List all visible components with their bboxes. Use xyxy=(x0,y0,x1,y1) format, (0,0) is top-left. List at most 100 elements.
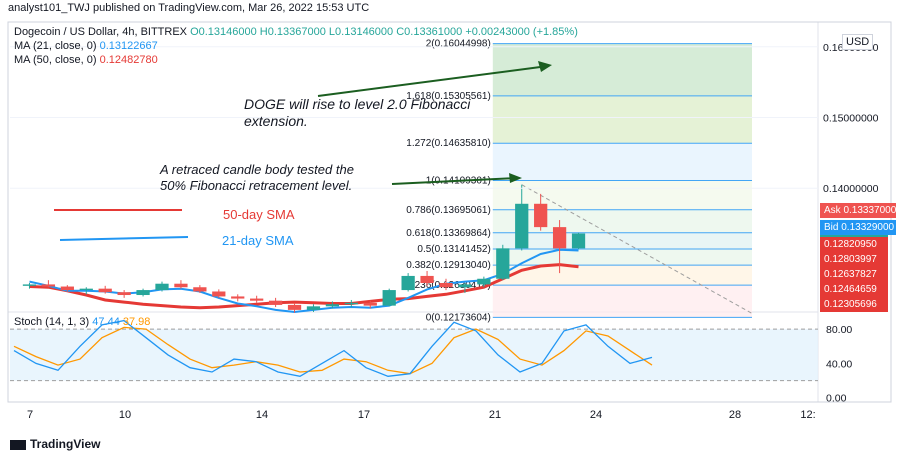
candle-body xyxy=(420,275,434,283)
candle-body xyxy=(363,302,377,306)
symbol-line: Dogecoin / US Dollar, 4h, BITTREX O0.131… xyxy=(14,26,578,38)
candle xyxy=(98,285,112,294)
stoch-d-value: 37.98 xyxy=(122,316,151,328)
doge-note: DOGE will rise to level 2.0 Fibonacci ex… xyxy=(244,96,471,129)
candle xyxy=(155,281,169,292)
candle xyxy=(344,299,358,308)
fib-label: 0(0.12173604) xyxy=(426,312,491,323)
candle xyxy=(325,301,340,309)
candle xyxy=(250,295,264,303)
candle-body xyxy=(344,302,358,305)
candle xyxy=(287,302,302,313)
annotation-arrows xyxy=(54,61,552,241)
candle xyxy=(231,294,245,302)
candle xyxy=(477,276,491,288)
publisher-line: analyst101_TWJ published on TradingView.… xyxy=(8,2,370,14)
candle xyxy=(79,287,93,295)
sma21-label: 21-day SMA xyxy=(222,233,294,248)
candle-body xyxy=(174,283,188,288)
candle xyxy=(515,184,529,251)
candle-body xyxy=(552,227,567,249)
stoch-tick-label: 80.00 xyxy=(826,324,852,336)
fib-zone xyxy=(492,285,752,318)
fib-label: 2(0.16044998) xyxy=(426,39,491,50)
fib-zone xyxy=(492,95,752,144)
time-axis: 7 10 14 17 21 24 28 12: xyxy=(27,409,816,421)
stoch-k-value: 47.44 xyxy=(92,316,120,328)
doge-arrowhead xyxy=(538,61,552,72)
sma21-marker-line xyxy=(59,236,189,241)
time-tick-label: 7 xyxy=(27,409,33,421)
candle-body xyxy=(98,288,112,293)
time-tick-label: 12: xyxy=(800,409,815,421)
candle xyxy=(212,289,226,298)
candle xyxy=(41,280,56,288)
fib-label: 0.618(0.13369864) xyxy=(406,228,491,239)
candle-body xyxy=(401,275,415,291)
stoch-d-line xyxy=(13,326,653,375)
ma21-value: 0.13122667 xyxy=(99,40,158,52)
candle-body xyxy=(571,233,586,249)
candle-body xyxy=(136,290,150,296)
time-tick-label: 28 xyxy=(729,409,741,421)
candle xyxy=(117,290,131,298)
candle xyxy=(439,278,453,291)
fib-trend-line xyxy=(521,184,753,314)
candle-body xyxy=(439,283,453,288)
doge-arrow xyxy=(317,65,549,97)
candle-body xyxy=(477,278,491,285)
ma50-value: 0.12482780 xyxy=(99,54,158,66)
price-tag: 0.12637827 xyxy=(820,267,888,282)
candle-body xyxy=(287,304,302,310)
candle-body xyxy=(325,304,340,307)
tradingview-logo-icon xyxy=(10,439,26,450)
ma21-legend: MA (21, close, 0) 0.13122667 xyxy=(14,40,158,52)
stoch-title: Stoch (14, 1, 3) xyxy=(14,316,90,328)
candle-body xyxy=(212,291,226,297)
price-tag: Ask 0.13337000 xyxy=(820,203,896,218)
candle-body xyxy=(458,284,472,288)
stoch-legend: Stoch (14, 1, 3) 47.44 37.98 xyxy=(14,316,150,328)
time-tick-label: 24 xyxy=(590,409,602,421)
candle xyxy=(363,300,377,309)
retrace-arrowhead xyxy=(509,173,522,183)
ma50-line xyxy=(29,263,579,310)
fib-zone xyxy=(492,265,752,286)
candle-body xyxy=(22,284,37,286)
ma21-label: MA (21, close, 0) xyxy=(14,40,97,52)
candle xyxy=(306,304,321,312)
tradingview-logo[interactable]: TradingView xyxy=(10,437,100,451)
time-tick-label: 17 xyxy=(358,409,370,421)
candle-body xyxy=(155,283,169,291)
fib-zone xyxy=(492,43,752,96)
candle-body xyxy=(60,286,74,291)
price-tag: 0.12820950 xyxy=(820,237,888,252)
stoch-tick-label: 0.00 xyxy=(826,393,847,405)
time-tick-label: 14 xyxy=(256,409,268,421)
candle xyxy=(571,232,586,250)
candle-body xyxy=(250,298,264,301)
candle-body xyxy=(231,296,245,299)
fib-label: 1.272(0.14635810) xyxy=(406,138,491,149)
candles xyxy=(22,184,586,313)
candle xyxy=(401,273,415,292)
candle-body xyxy=(382,290,396,306)
candle xyxy=(60,285,74,292)
candle xyxy=(193,285,207,293)
currency-label[interactable]: USD xyxy=(842,34,874,50)
candle-body xyxy=(193,287,207,292)
price-tick-label: 0.15000000 xyxy=(823,112,879,124)
retrace-note: A retraced candle body tested the 50% Fi… xyxy=(160,162,354,193)
candle xyxy=(534,193,548,231)
stochastic-indicator: 80.00 40.00 0.00 xyxy=(10,319,852,405)
stoch-band xyxy=(10,329,818,381)
candle xyxy=(458,283,472,293)
ma50-legend: MA (50, close, 0) 0.12482780 xyxy=(14,54,158,66)
stoch-k-line xyxy=(13,319,653,377)
candle xyxy=(22,283,37,289)
candle xyxy=(136,288,150,297)
candle-body xyxy=(117,292,131,296)
